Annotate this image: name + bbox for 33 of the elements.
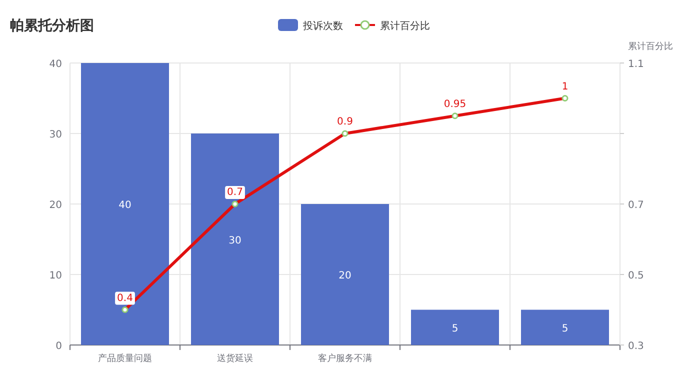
bar bbox=[81, 63, 169, 345]
y-tick-label: 10 bbox=[49, 270, 62, 282]
data-label: 30 bbox=[228, 235, 242, 246]
data-label: 40 bbox=[118, 200, 132, 211]
bar bbox=[411, 310, 499, 345]
data-label: 5 bbox=[452, 323, 458, 334]
data-label: 0.7 bbox=[227, 187, 243, 198]
x-tick-label: 送货延误 bbox=[217, 353, 253, 364]
y2-tick-label: 1.1 bbox=[628, 59, 644, 70]
data-label: 1 bbox=[562, 81, 568, 92]
x-tick-label: 客户服务不满 bbox=[318, 353, 372, 364]
y-tick-label: 40 bbox=[49, 59, 62, 70]
y-tick-label: 20 bbox=[49, 200, 62, 211]
data-label: 0.95 bbox=[444, 98, 466, 110]
legend-label: 投诉次数 bbox=[302, 20, 343, 32]
bar bbox=[191, 134, 279, 345]
y2-tick-label: 0.5 bbox=[628, 270, 644, 282]
data-label: 0.4 bbox=[117, 292, 133, 304]
bar bbox=[521, 310, 609, 345]
legend-累计百分比: 累计百分比 bbox=[355, 20, 430, 32]
bar bbox=[301, 204, 389, 345]
x-tick-label: 产品质量问题 bbox=[98, 353, 152, 364]
legend-label: 累计百分比 bbox=[380, 20, 430, 32]
y-tick-label: 0 bbox=[56, 341, 62, 352]
data-label: 0.9 bbox=[337, 116, 353, 128]
y2-tick-label: 0.7 bbox=[628, 200, 644, 211]
legend-投诉次数: 投诉次数 bbox=[278, 19, 343, 32]
y2-tick-label: 0.3 bbox=[628, 341, 644, 352]
y2-axis-title: 累计百分比 bbox=[628, 41, 673, 52]
data-label: 5 bbox=[562, 323, 568, 334]
chart-title: 帕累托分析图 bbox=[10, 18, 94, 34]
data-label: 20 bbox=[338, 270, 352, 282]
y-tick-label: 30 bbox=[49, 130, 62, 140]
